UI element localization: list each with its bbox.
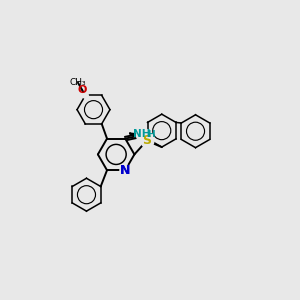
Text: O: O — [77, 85, 87, 95]
Text: NH: NH — [133, 129, 150, 139]
Text: H: H — [148, 130, 155, 139]
Text: N: N — [120, 164, 130, 177]
Text: CH₃: CH₃ — [70, 78, 86, 87]
Text: S: S — [142, 134, 151, 147]
Text: N: N — [120, 164, 130, 177]
Text: methoxy: methoxy — [78, 81, 84, 82]
